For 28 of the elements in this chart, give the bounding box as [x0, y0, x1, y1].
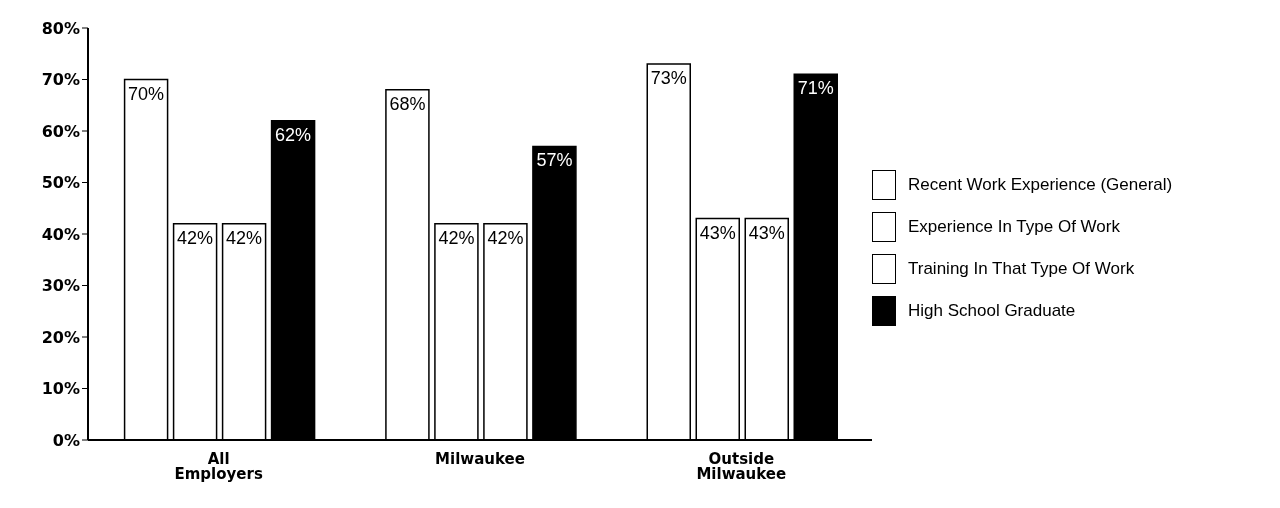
data-label: 42%	[438, 227, 475, 248]
data-label: 42%	[487, 227, 524, 248]
data-label: 71%	[797, 78, 834, 99]
legend-label: Recent Work Experience (General)	[908, 175, 1173, 195]
y-tick-label: 10%	[41, 379, 80, 399]
data-label: 43%	[699, 222, 736, 243]
y-tick-label: 50%	[41, 173, 80, 193]
x-tick-label: All Employers	[174, 450, 263, 483]
data-label: 73%	[650, 68, 687, 89]
data-label: 42%	[226, 227, 263, 248]
data-label: 70%	[128, 83, 165, 104]
y-tick-label: 60%	[41, 121, 80, 141]
legend-label: High School Graduate	[908, 301, 1076, 321]
y-tick-label: 40%	[41, 224, 80, 244]
y-tick-label: 80%	[41, 18, 80, 38]
legend-label: Training In That Type Of Work	[908, 259, 1135, 279]
data-label: 43%	[748, 222, 785, 243]
data-label: 42%	[177, 227, 214, 248]
data-label: 57%	[536, 150, 573, 171]
data-label: 68%	[389, 93, 426, 114]
x-tick-label: Milwaukee	[435, 450, 525, 468]
y-tick-label: 70%	[41, 70, 80, 90]
y-tick-label: 0%	[52, 430, 80, 450]
data-label: 62%	[275, 124, 312, 145]
y-tick-label: 30%	[41, 276, 80, 296]
legend-label: Experience In Type Of Work	[908, 217, 1120, 237]
y-tick-label: 20%	[41, 327, 80, 347]
x-tick-label: Outside Milwaukee	[696, 450, 787, 483]
